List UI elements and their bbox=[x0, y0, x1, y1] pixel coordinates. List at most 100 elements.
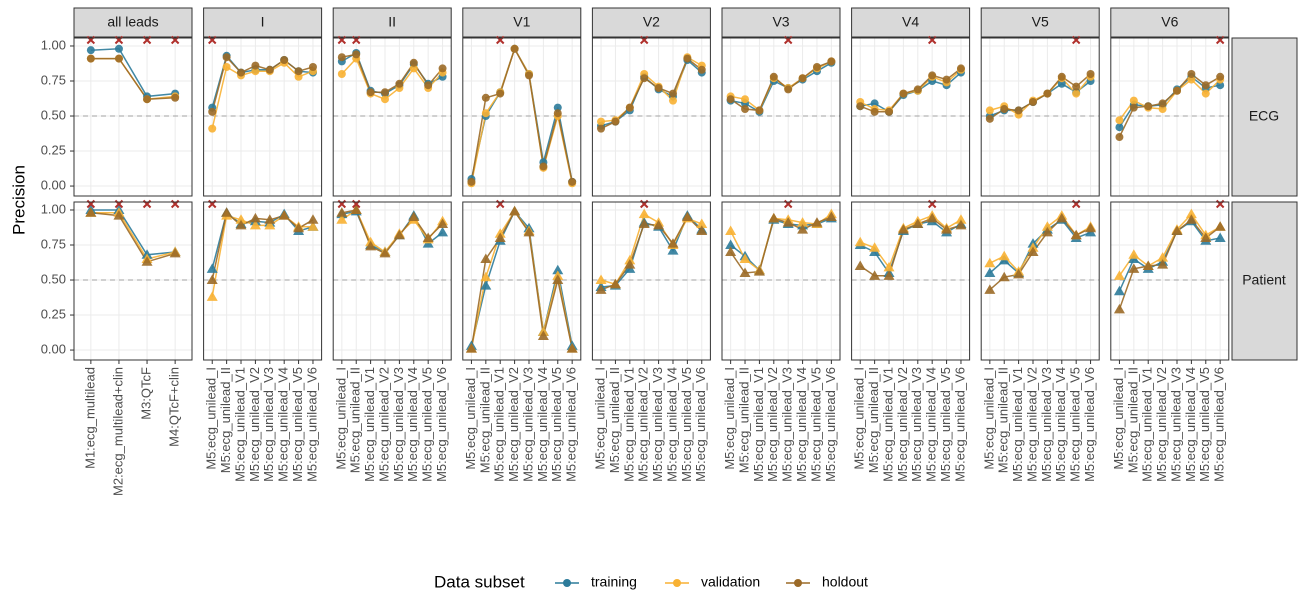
data-point bbox=[465, 343, 477, 353]
data-point bbox=[1157, 259, 1169, 269]
data-point bbox=[638, 218, 650, 228]
data-point bbox=[1000, 105, 1009, 114]
data-point bbox=[337, 69, 346, 78]
panel-title: V1 bbox=[513, 14, 530, 30]
data-point bbox=[381, 88, 390, 97]
data-point bbox=[1187, 69, 1196, 78]
panel-title: V4 bbox=[902, 14, 919, 30]
legend-label: training bbox=[591, 574, 637, 590]
panel-border bbox=[980, 37, 1100, 197]
data-point bbox=[171, 93, 180, 102]
x-tick-label: M5:ecg_unilead_V2 bbox=[247, 367, 262, 482]
panel-border bbox=[1110, 37, 1230, 197]
data-point bbox=[624, 259, 636, 269]
legend-key-point bbox=[673, 579, 681, 587]
panel-strip bbox=[462, 7, 582, 38]
x-tick-label: M5:ecg_unilead_V3 bbox=[780, 367, 795, 482]
data-point bbox=[998, 271, 1010, 282]
data-point bbox=[1187, 75, 1196, 84]
legend-key-point bbox=[794, 579, 802, 587]
data-point bbox=[825, 211, 837, 221]
data-point bbox=[143, 95, 152, 104]
panel-background bbox=[592, 38, 711, 196]
data-point bbox=[235, 219, 247, 230]
data-point bbox=[1057, 72, 1066, 81]
data-point bbox=[885, 107, 894, 116]
y-tick-label: 0.75 bbox=[41, 236, 66, 251]
panel-background bbox=[722, 202, 840, 360]
row-strip bbox=[1231, 37, 1298, 197]
data-point bbox=[294, 72, 303, 81]
data-point bbox=[1072, 82, 1081, 91]
x-tick-label: M5:ecg_unilead_V3 bbox=[909, 367, 924, 482]
data-point bbox=[393, 229, 405, 240]
panel-border bbox=[1110, 201, 1230, 361]
x-tick-label: M5:ecg_unilead_V2 bbox=[636, 367, 651, 482]
x-tick-label: M5:ecg_unilead_V1 bbox=[1010, 367, 1025, 482]
data-point bbox=[941, 224, 953, 234]
data-point bbox=[480, 271, 492, 282]
data-point bbox=[597, 124, 606, 133]
data-point bbox=[870, 107, 879, 116]
x-tick-label: M5:ecg_unilead_V2 bbox=[765, 367, 780, 482]
data-point bbox=[336, 207, 348, 217]
data-point bbox=[638, 208, 650, 219]
data-point bbox=[221, 207, 233, 217]
data-point bbox=[336, 214, 348, 224]
panel-title: V3 bbox=[772, 14, 789, 30]
data-point bbox=[869, 242, 881, 252]
panel-border bbox=[332, 37, 452, 197]
data-point bbox=[208, 124, 217, 133]
panel-strip bbox=[980, 7, 1100, 38]
series-line bbox=[90, 212, 176, 260]
data-point bbox=[654, 84, 663, 93]
data-point bbox=[251, 67, 260, 76]
panel-title: V5 bbox=[1032, 14, 1049, 30]
data-point bbox=[208, 107, 217, 116]
x-tick-label: M5:ecg_unilead_V1 bbox=[1140, 367, 1155, 482]
data-point bbox=[539, 162, 548, 171]
data-point bbox=[595, 284, 607, 294]
x-tick-label: M5:ecg_unilead_II bbox=[607, 367, 622, 473]
data-point bbox=[595, 274, 607, 285]
x-tick-label: M5:ecg_unilead_V6 bbox=[823, 367, 838, 482]
legend-label: validation bbox=[701, 574, 760, 590]
data-point bbox=[870, 99, 879, 108]
series-line bbox=[90, 48, 176, 98]
x-tick-label: M5:ecg_unilead_V3 bbox=[261, 367, 276, 482]
x-tick-label: M5:ecg_unilead_V3 bbox=[1168, 367, 1183, 482]
x-tick-label: M5:ecg_unilead_V6 bbox=[304, 367, 319, 482]
x-tick-label: M5:ecg_unilead_V1 bbox=[232, 367, 247, 482]
data-point bbox=[726, 95, 735, 104]
data-point bbox=[1200, 232, 1212, 242]
x-tick-label: M5:ecg_unilead_II bbox=[477, 367, 492, 473]
data-point bbox=[1201, 89, 1210, 98]
data-point bbox=[114, 54, 123, 63]
data-point bbox=[1144, 102, 1153, 111]
data-point bbox=[926, 212, 938, 223]
data-point bbox=[352, 50, 361, 59]
data-point bbox=[566, 343, 578, 353]
x-tick-label: M5:ecg_unilead_V5 bbox=[679, 367, 694, 482]
data-point bbox=[1171, 225, 1183, 235]
data-point bbox=[114, 44, 123, 53]
panel-background bbox=[74, 202, 192, 360]
x-tick-label: M5:ecg_unilead_II bbox=[348, 367, 363, 473]
data-point bbox=[653, 219, 665, 230]
x-tick-label: M5:ecg_unilead_I bbox=[592, 367, 607, 470]
x-tick-label: M5:ecg_unilead_V2 bbox=[1154, 367, 1169, 482]
panel-border bbox=[203, 37, 323, 197]
x-tick-label: M5:ecg_unilead_V4 bbox=[794, 367, 809, 482]
data-point bbox=[1128, 263, 1140, 273]
data-point bbox=[206, 263, 218, 273]
x-tick-label: M5:ecg_unilead_II bbox=[866, 367, 881, 473]
row-strip bbox=[1231, 201, 1298, 361]
data-point bbox=[206, 274, 218, 285]
series-line bbox=[90, 209, 176, 256]
data-point bbox=[668, 89, 677, 98]
data-point bbox=[249, 212, 261, 223]
series-line bbox=[90, 212, 176, 263]
panel-border bbox=[980, 201, 1100, 361]
data-point bbox=[1128, 249, 1140, 259]
data-point bbox=[611, 117, 620, 126]
